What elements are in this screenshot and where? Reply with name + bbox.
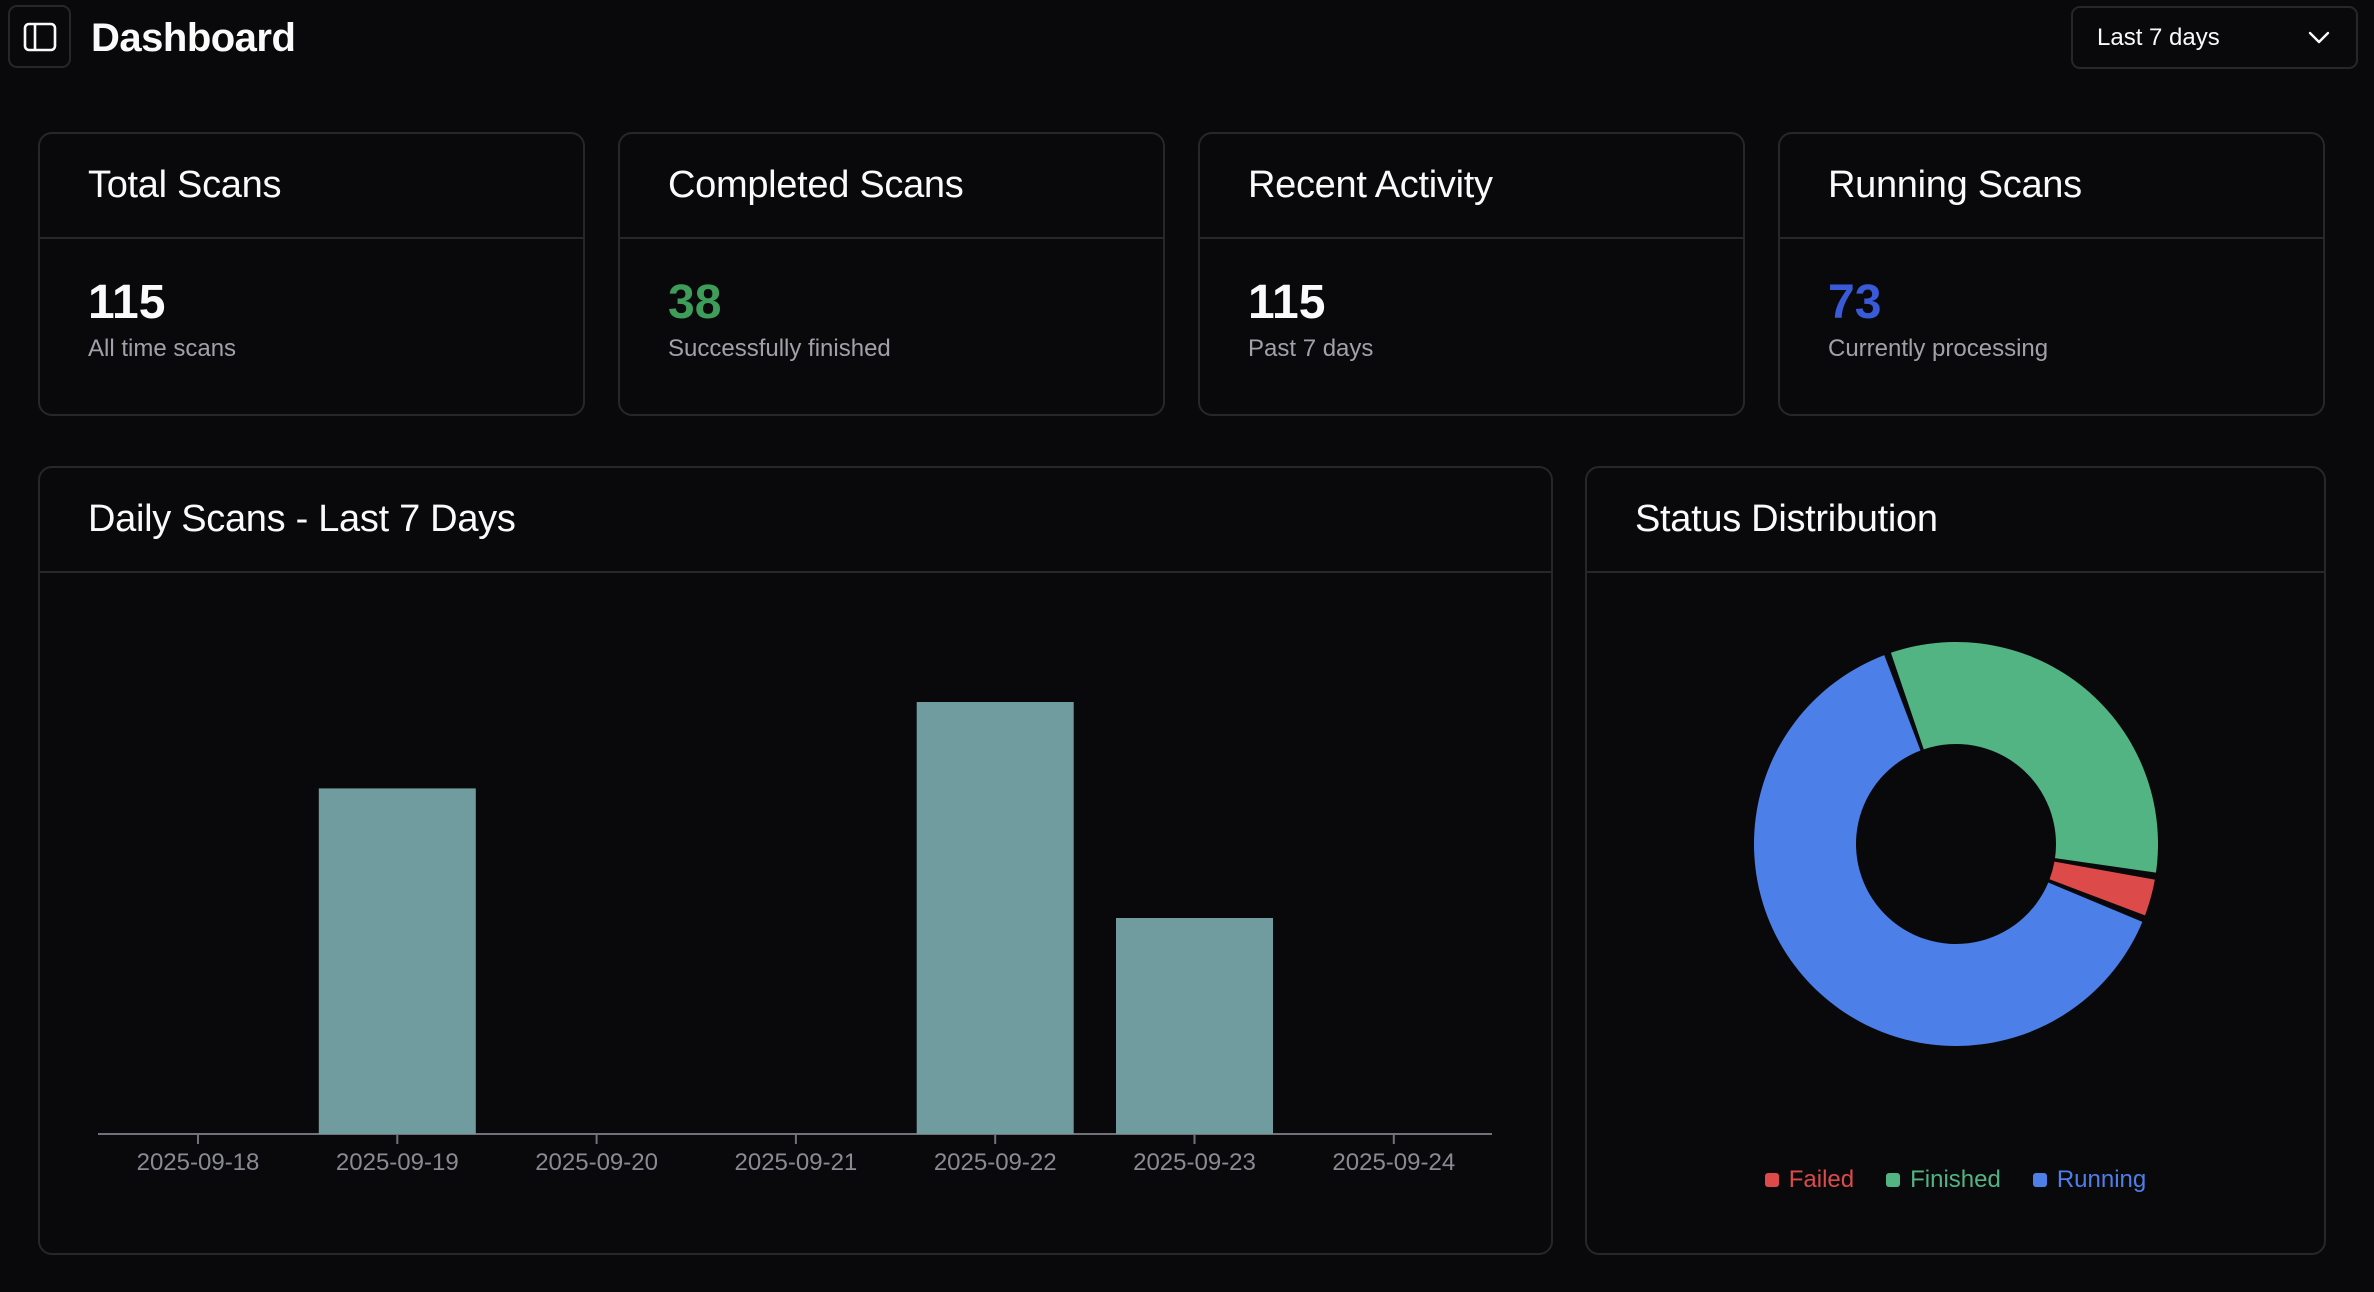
stat-value: 73	[1828, 276, 1882, 329]
legend-label: Running	[2056, 1166, 2147, 1193]
card-title: Completed Scans	[668, 164, 964, 206]
donut-slice-finished	[1890, 641, 2158, 873]
stat-subtitle: Past 7 days	[1248, 335, 1374, 362]
sidebar-toggle-button[interactable]	[8, 5, 71, 68]
stat-subtitle: Successfully finished	[668, 335, 891, 362]
date-range-select[interactable]: Last 7 days	[2071, 6, 2358, 69]
legend-swatch	[2032, 1173, 2047, 1187]
stat-card-recent-activity: Recent Activity 115 Past 7 days	[1198, 132, 1745, 416]
stat-value: 38	[668, 276, 722, 329]
stat-card-total-scans: Total Scans 115 All time scans	[38, 132, 585, 416]
stat-value: 115	[1248, 276, 1326, 329]
date-range-value: Last 7 days	[2097, 23, 2220, 51]
card-header: Recent Activity	[1200, 134, 1743, 239]
x-tick-label: 2025-09-18	[137, 1149, 260, 1176]
stat-subtitle: Currently processing	[1828, 335, 2049, 362]
card-title: Daily Scans - Last 7 Days	[88, 498, 516, 540]
card-title: Status Distribution	[1635, 498, 1938, 540]
legend-item-finished[interactable]: Finished	[1886, 1166, 2001, 1194]
daily-scans-panel: Daily Scans - Last 7 Days	[38, 466, 1553, 1255]
x-tick-label: 2025-09-21	[735, 1149, 858, 1176]
status-distribution-panel: Status Distribution	[1585, 466, 2326, 1255]
legend-swatch	[1886, 1173, 1901, 1187]
chevron-down-icon	[2308, 31, 2330, 43]
page-title: Dashboard	[91, 16, 296, 60]
x-tick-label: 2025-09-23	[1133, 1149, 1256, 1176]
card-title: Recent Activity	[1248, 164, 1493, 206]
bar-2025-09-22	[916, 702, 1074, 1134]
stat-card-completed-scans: Completed Scans 38 Successfully finished	[618, 132, 1165, 416]
x-tick-label: 2025-09-22	[934, 1149, 1057, 1176]
stat-subtitle: All time scans	[88, 335, 237, 362]
bar-2025-09-19	[318, 788, 476, 1134]
legend-item-running[interactable]: Running	[2032, 1166, 2147, 1194]
card-header: Daily Scans - Last 7 Days	[40, 468, 1551, 573]
donut-slice-failed	[2049, 861, 2155, 916]
legend-swatch	[1764, 1173, 1779, 1187]
stat-value: 115	[88, 276, 166, 329]
card-header: Status Distribution	[1587, 468, 2324, 573]
stat-card-running-scans: Running Scans 73 Currently processing	[1778, 132, 2325, 416]
bar-2025-09-23	[1116, 918, 1273, 1134]
card-header: Running Scans	[1780, 134, 2323, 239]
card-title: Running Scans	[1828, 164, 2082, 206]
sidebar-panel-icon	[23, 22, 56, 51]
card-header: Total Scans	[40, 134, 583, 239]
x-tick-label: 2025-09-19	[336, 1149, 459, 1176]
donut-slice-running	[1754, 655, 2143, 1046]
card-title: Total Scans	[88, 164, 282, 206]
x-tick-label: 2025-09-20	[535, 1149, 658, 1176]
top-bar: Dashboard Last 7 days	[0, 0, 2374, 76]
card-header: Completed Scans	[620, 134, 1163, 239]
legend-label: Finished	[1910, 1166, 2001, 1193]
legend-item-failed[interactable]: Failed	[1764, 1166, 1855, 1194]
legend-label: Failed	[1788, 1166, 1855, 1193]
x-tick-label: 2025-09-24	[1332, 1149, 1455, 1176]
status-legend: Failed Finished Running	[1585, 1166, 2326, 1194]
